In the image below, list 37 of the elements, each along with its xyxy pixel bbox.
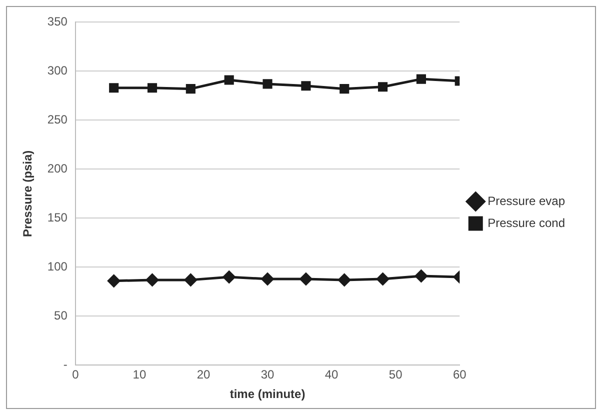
x-axis-title: time (minute) [230,387,306,402]
y-tick-label: 150 [47,210,68,225]
point [300,272,312,286]
x-tick-label: 40 [324,368,339,382]
point [340,84,350,94]
point [376,272,390,286]
y-tick-label: 50 [54,308,68,323]
point [109,83,119,93]
point [224,75,234,85]
y-tick-label: 200 [47,162,68,176]
x-tick-label: 20 [196,368,210,382]
x-tick-label: 60 [452,368,467,382]
y-tick-label: 350 [47,14,68,29]
point [222,270,236,284]
point [108,274,120,288]
legend-label: Pressure evap [488,194,566,208]
point [146,274,159,286]
x-tick-label: 30 [260,368,275,382]
legend-label: Pressure cond [488,216,565,230]
y-axis-title: Pressure (psia) [20,150,35,238]
y-tick-label: 100 [47,260,68,274]
point [301,81,311,91]
point [378,82,388,92]
y-tick-label: 300 [47,64,68,78]
point [338,274,351,286]
y-tick-label: 250 [47,112,68,127]
point [416,74,426,84]
x-tick-label: 50 [388,368,403,382]
x-tick-label: 10 [132,368,146,382]
point [414,270,428,282]
y-tick-label: - [63,358,68,372]
point [262,79,272,89]
point [186,84,196,94]
point [184,274,197,286]
x-tick-label: 0 [72,368,80,382]
point [147,83,158,93]
point [261,272,274,286]
